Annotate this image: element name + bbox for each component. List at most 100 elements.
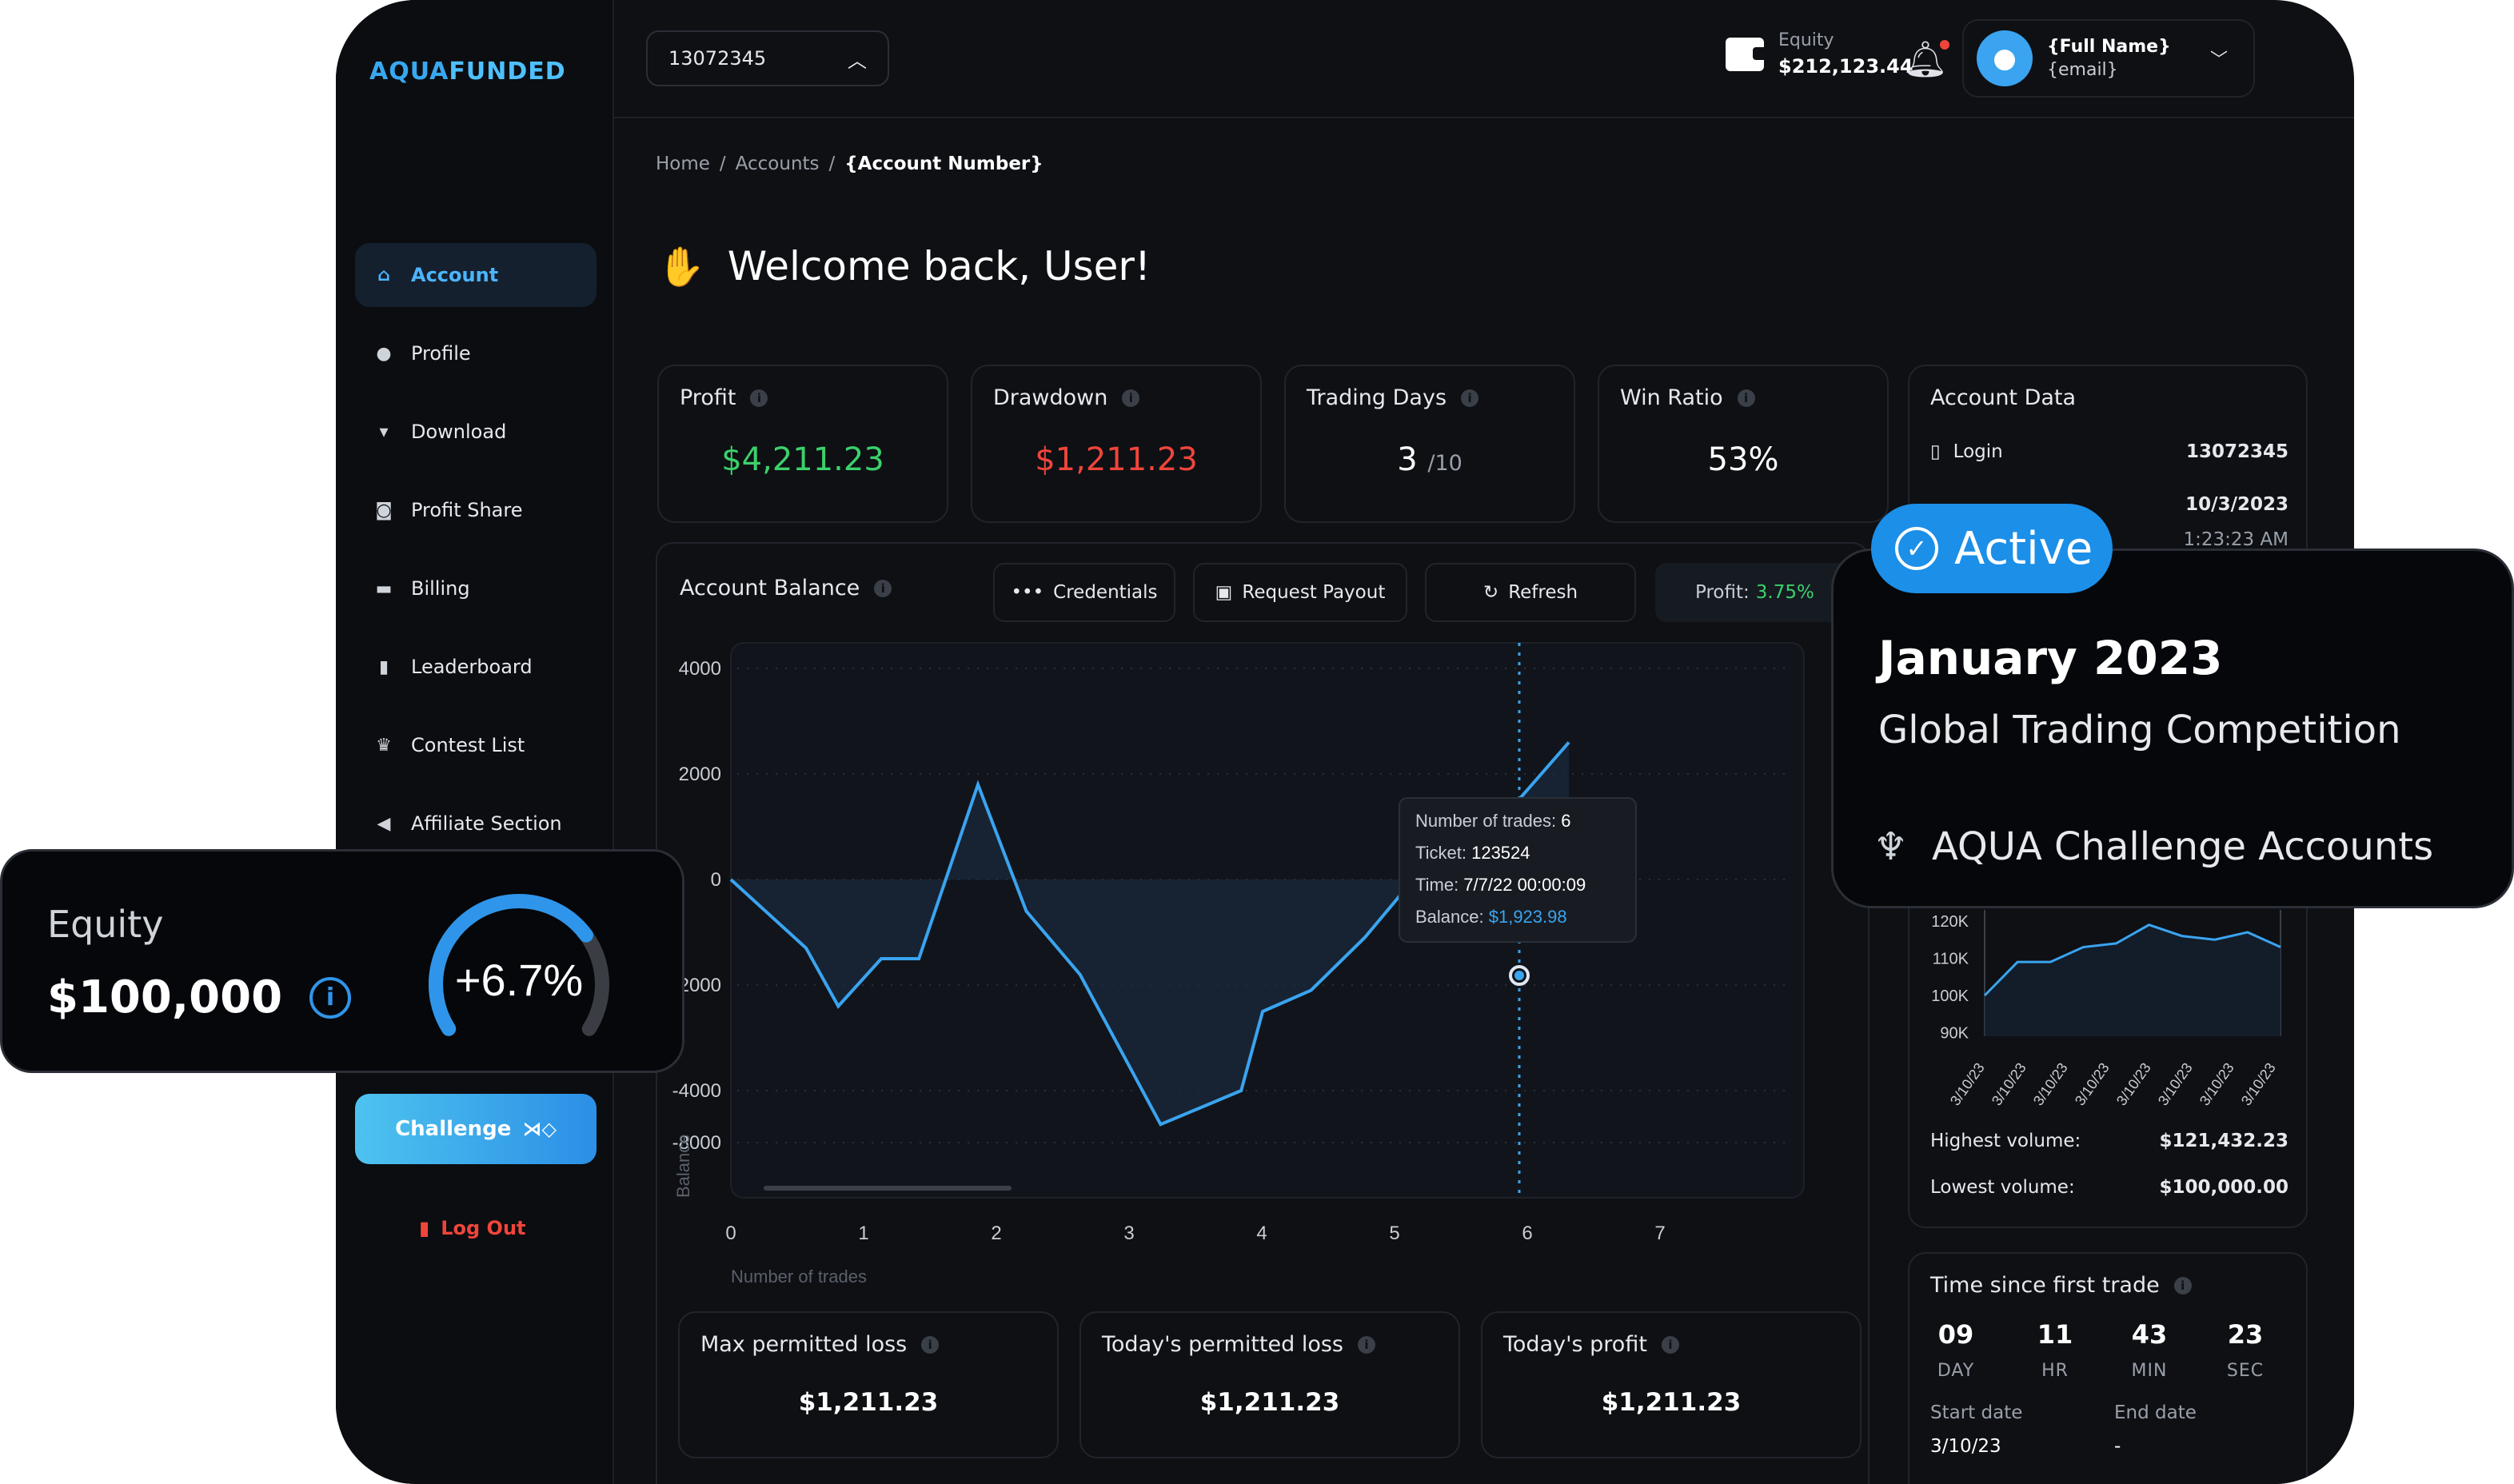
home-icon: ⌂	[377, 265, 390, 285]
timer-seconds: 23	[2227, 1319, 2264, 1350]
account-select[interactable]: 13072345 ︿	[646, 30, 889, 86]
equity-gauge: +6.7%	[429, 894, 609, 1036]
competition-subtitle: Global Trading Competition	[1878, 708, 2401, 752]
sidebar-item-profile[interactable]: ● Profile	[355, 321, 597, 385]
info-icon[interactable]: i	[750, 389, 768, 407]
x-tick-label: 0	[725, 1223, 736, 1244]
volume-x-tick: 3/10/23	[2238, 1060, 2279, 1109]
logout-link[interactable]: ▮ Log Out	[419, 1217, 526, 1239]
breadcrumb-home[interactable]: Home	[656, 154, 710, 174]
volume-x-tick: 3/10/23	[1989, 1060, 2029, 1109]
refresh-icon: ↻	[1482, 582, 1499, 603]
login-label: Login	[1953, 441, 2003, 462]
volume-x-tick: 3/10/23	[2155, 1060, 2196, 1109]
timer-title: Time since first trade	[1930, 1273, 2160, 1298]
info-icon[interactable]: i	[309, 976, 352, 1019]
card-icon: ▬	[375, 578, 393, 599]
end-date-label: End date	[2114, 1402, 2197, 1423]
win-ratio-card: Win Ratio i 53%	[1598, 365, 1889, 523]
info-icon[interactable]: i	[1358, 1335, 1375, 1354]
bell-icon[interactable]: 🔔︎	[1903, 39, 1949, 80]
info-icon[interactable]: i	[2173, 1276, 2192, 1295]
drawdown-value: $1,211.23	[1035, 441, 1198, 478]
active-status-badge: ✓ Active	[1871, 504, 2113, 593]
info-icon[interactable]: i	[874, 579, 892, 597]
x-tick-label: 4	[1256, 1223, 1267, 1244]
equity-summary: Equity $212,123.44	[1726, 30, 1913, 78]
y-tick-label: 2000	[679, 764, 721, 785]
logo[interactable]: AQUAFUNDED	[369, 58, 566, 86]
sidebar-item-account[interactable]: ⌂ Account	[355, 243, 597, 307]
drawdown-card: Drawdown i $1,211.23	[971, 365, 1262, 523]
challenge-label: Challenge	[395, 1117, 512, 1141]
sidebar: AQUAFUNDED ⌂ Account ● Profile ▾ Download ◙ Pro…	[336, 0, 614, 1484]
highest-volume-value: $121,432.23	[2159, 1131, 2289, 1151]
logout-icon: ▮	[419, 1217, 430, 1239]
sidebar-item-contest-list[interactable]: ♛ Contest List	[355, 713, 597, 777]
info-icon[interactable]: i	[1737, 389, 1755, 407]
today-profit-label: Today's profit	[1503, 1332, 1647, 1357]
account-number: 13072345	[668, 47, 767, 70]
notification-dot	[1939, 40, 1949, 50]
info-icon[interactable]: i	[1461, 389, 1479, 407]
volume-line	[1983, 924, 2281, 997]
wallet-icon	[1726, 37, 1767, 71]
user-menu[interactable]: ● {Full Name} {email} ﹀	[1962, 19, 2255, 98]
sidebar-item-download[interactable]: ▾ Download	[355, 400, 597, 464]
sidebar-item-profit-share[interactable]: ◙ Profit Share	[355, 478, 597, 542]
info-icon[interactable]: i	[1122, 389, 1140, 407]
x-tick-label: 1	[858, 1223, 868, 1244]
welcome-heading: ✋ Welcome back, User!	[657, 243, 1151, 289]
today-loss-value: $1,211.23	[1199, 1388, 1340, 1417]
breadcrumb-accounts[interactable]: Accounts	[735, 154, 820, 174]
volume-y-tick: 90K	[1940, 1025, 1969, 1043]
sidebar-item-label: Leaderboard	[411, 656, 533, 678]
bar-chart-icon: ▮	[378, 656, 389, 677]
timer-days: 09	[1937, 1319, 1974, 1350]
balance-title: Account Balance	[680, 576, 860, 600]
account-data-title: Account Data	[1930, 385, 2077, 410]
trophy-icon: ♆	[1874, 824, 1909, 869]
refresh-button[interactable]: ↻ Refresh	[1425, 563, 1636, 622]
profit-card: Profit i $4,211.23	[657, 365, 948, 523]
info-icon[interactable]: i	[1661, 1335, 1679, 1354]
volume-area	[1985, 924, 2281, 1036]
sidebar-item-label: Billing	[411, 577, 470, 600]
refresh-label: Refresh	[1508, 582, 1578, 603]
money-icon: ▣	[1215, 582, 1233, 603]
today-loss-label: Today's permitted loss	[1102, 1332, 1343, 1357]
competition-widget: January 2023 Global Trading Competition …	[1831, 549, 2514, 908]
challenge-button[interactable]: Challenge ⋊◇	[355, 1094, 597, 1164]
wallet-icon: ◙	[375, 500, 393, 521]
wave-icon: ✋	[657, 244, 705, 289]
sidebar-item-affiliate-section[interactable]: ◀ Affiliate Section	[355, 792, 597, 856]
info-icon[interactable]: i	[921, 1335, 940, 1354]
timer-hours-unit: HR	[2041, 1361, 2069, 1381]
hover-point-center	[1514, 971, 1524, 980]
equity-label: Equity	[1778, 30, 1834, 50]
drawdown-label: Drawdown	[993, 385, 1108, 410]
today-permitted-loss-card: Today's permitted loss i $1,211.23	[1079, 1311, 1460, 1458]
trading-days-total: /10	[1427, 451, 1463, 476]
sidebar-item-leaderboard[interactable]: ▮ Leaderboard	[355, 635, 597, 699]
x-tick-label: 6	[1522, 1223, 1532, 1244]
sidebar-item-label: Profile	[411, 342, 471, 365]
profit-label: Profit	[680, 385, 736, 410]
today-profit-value: $1,211.23	[1601, 1388, 1742, 1417]
time-since-first-trade-card: Time since first trade i 09 DAY 11 HR 43 MIN…	[1908, 1252, 2308, 1484]
credentials-button[interactable]: ••• Credentials	[993, 563, 1175, 622]
x-tick-label: 2	[991, 1223, 1001, 1244]
sidebar-item-billing[interactable]: ▬ Billing	[355, 556, 597, 620]
volume-y-tick: 120K	[1931, 913, 1969, 931]
max-loss-value: $1,211.23	[798, 1388, 939, 1417]
check-circle-icon: ✓	[1895, 527, 1938, 570]
timer-seconds-unit: SEC	[2226, 1361, 2265, 1381]
volume-y-tick: 100K	[1931, 987, 1969, 1005]
tooltip-line: Ticket: 123524	[1415, 843, 1530, 863]
end-date-value: -	[2114, 1436, 2121, 1457]
win-ratio-value: 53%	[1707, 441, 1779, 478]
trading-days-card: Trading Days i 3 /10	[1284, 365, 1575, 523]
request-payout-button[interactable]: ▣ Request Payout	[1193, 563, 1407, 622]
